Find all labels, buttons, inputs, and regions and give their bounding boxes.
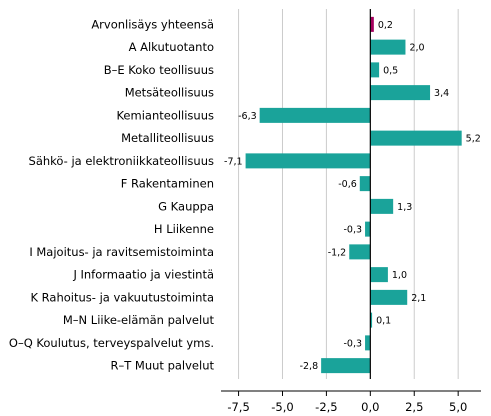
bar	[365, 335, 371, 351]
category-label: Arvonlisäys yhteensä	[91, 17, 214, 31]
bar	[370, 62, 380, 78]
category-labels: Arvonlisäys yhteensä A Alkutuotanto B–E Ko…	[9, 17, 215, 372]
bar	[259, 107, 371, 123]
x-tick-label: 2,5	[405, 400, 423, 414]
value-label: 2,1	[411, 293, 426, 304]
category-label: A Alkutuotanto	[129, 40, 214, 54]
category-label: F Rakentaminen	[121, 177, 214, 191]
value-label: 3,4	[434, 88, 449, 99]
category-label: G Kauppa	[158, 199, 214, 213]
axes	[221, 9, 481, 396]
value-label: 0,2	[378, 20, 393, 31]
value-label: -2,8	[300, 361, 319, 372]
category-label: Metsäteollisuus	[125, 86, 214, 100]
category-label: I Majoitus- ja ravitsemistoiminta	[29, 245, 214, 259]
x-tick-label: 0,0	[361, 400, 379, 414]
value-label: -0,3	[344, 225, 363, 236]
bar	[370, 198, 394, 214]
x-tick-label: 5,0	[449, 400, 467, 414]
value-label: 5,2	[466, 134, 481, 145]
category-label: Kemianteollisuus	[116, 108, 214, 122]
x-tick-label: -2,5	[315, 400, 337, 414]
category-label: Sähkö- ja elektroniikkateollisuus	[29, 154, 214, 168]
x-tick-label: -7,5	[227, 400, 249, 414]
grid-lines	[238, 9, 459, 379]
category-label: O–Q Koulutus, terveyspalvelut yms.	[9, 336, 214, 350]
category-label: H Liikenne	[154, 222, 214, 236]
bar	[370, 289, 408, 305]
bar	[349, 244, 371, 260]
x-tick-label: -5,0	[271, 400, 293, 414]
category-label: R–T Muut palvelut	[111, 359, 215, 373]
bar	[370, 130, 462, 146]
bar	[321, 358, 371, 374]
bar	[365, 221, 371, 237]
value-label: 1,0	[392, 270, 407, 281]
value-label: 1,3	[397, 202, 412, 213]
value-label: 0,5	[383, 65, 398, 76]
value-label: -0,6	[338, 179, 357, 190]
category-label: B–E Koko teollisuus	[104, 63, 214, 77]
bar	[370, 267, 388, 283]
value-label: 2,0	[409, 43, 424, 54]
value-label: -6,3	[238, 111, 257, 122]
value-labels: 0,2 2,0 0,5 3,4 -6,3 5,2 -7,1 -0,6 1,3 -0,3 -1,2 1,…	[224, 20, 481, 372]
bars	[245, 16, 462, 374]
category-label: M–N Liike-elämän palvelut	[63, 313, 215, 327]
bar	[245, 153, 371, 169]
value-label: 0,1	[376, 316, 391, 327]
category-label: J Informaatio ja viestintä	[72, 268, 214, 282]
bar	[370, 312, 373, 328]
bar	[370, 85, 431, 101]
category-label: Metalliteollisuus	[121, 131, 214, 145]
category-label: K Rahoitus- ja vakuutustoiminta	[30, 290, 214, 304]
value-label: -0,3	[344, 338, 363, 349]
bar	[370, 16, 374, 32]
bar	[370, 39, 406, 55]
value-label: -7,1	[224, 156, 243, 167]
x-tick-labels: -7,5 -5,0 -2,5 0,0 2,5 5,0	[227, 400, 467, 414]
value-label: -1,2	[328, 247, 347, 258]
bar	[359, 176, 371, 192]
